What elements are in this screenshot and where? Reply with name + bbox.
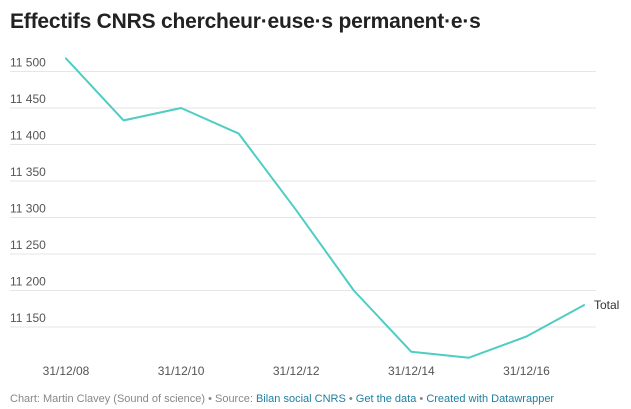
data-series: Total [65, 57, 619, 359]
series-label: Total [594, 298, 619, 312]
footer-separator: • [345, 393, 356, 405]
grid-lines [10, 71, 596, 328]
x-tick-label: 31/12/10 [158, 364, 205, 378]
y-tick-label: 11 150 [10, 311, 46, 325]
y-tick-label: 11 500 [10, 56, 46, 70]
source-link[interactable]: Bilan social CNRS [255, 393, 346, 405]
y-tick-label: 11 250 [10, 238, 46, 252]
x-tick-label: 31/12/08 [43, 364, 90, 378]
y-tick-label: 11 400 [10, 129, 46, 143]
get-data-link[interactable]: Get the data [355, 393, 417, 405]
x-axis-tick-labels: 31/12/08 31/12/10 31/12/12 31/12/14 31/12/16 [43, 364, 550, 378]
x-tick-label: 31/12/12 [273, 364, 320, 378]
footer-credit-text: Chart: Martin Clavey (Sound of science) … [10, 393, 256, 405]
y-tick-label: 11 200 [10, 275, 46, 289]
y-axis-tick-labels: 11 150 11 200 11 250 11 300 11 350 11 400 11 4… [10, 56, 46, 326]
x-tick-label: 31/12/16 [503, 364, 550, 378]
y-tick-label: 11 350 [10, 165, 46, 179]
series-line-total [65, 57, 585, 359]
chart-footer: Chart: Martin Clavey (Sound of science) … [10, 393, 554, 405]
y-tick-label: 11 300 [10, 202, 46, 216]
y-tick-label: 11 450 [10, 92, 46, 106]
footer-separator: • [416, 393, 427, 405]
chart-title: Effectifs CNRS chercheur·euse·s permanen… [10, 10, 481, 33]
datawrapper-link[interactable]: Created with Datawrapper [426, 393, 555, 405]
x-tick-label: 31/12/14 [388, 364, 435, 378]
